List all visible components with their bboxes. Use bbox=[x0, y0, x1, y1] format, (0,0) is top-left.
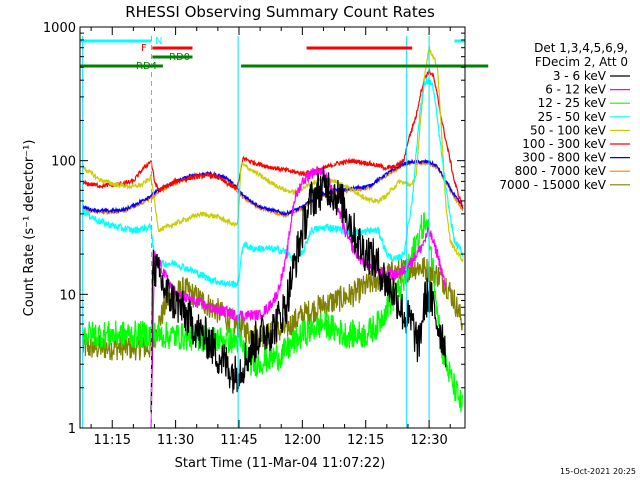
series-line-6-12-keV bbox=[150, 166, 447, 428]
legend-label: 25 - 50 keV bbox=[538, 110, 607, 124]
x-tick-label: 12:15 bbox=[347, 433, 384, 448]
x-tick-label: 12:30 bbox=[410, 433, 447, 448]
legend-label: 50 - 100 keV bbox=[530, 123, 607, 137]
x-tick-label: 11:15 bbox=[94, 433, 131, 448]
x-tick-label: 11:30 bbox=[157, 433, 194, 448]
plot-area bbox=[82, 45, 464, 428]
legend: Det 1,3,4,5,6,9,FDecim 2, Att 03 - 6 keV… bbox=[499, 41, 630, 192]
legend-label: 100 - 300 keV bbox=[522, 137, 606, 151]
y-tick-label: 1000 bbox=[43, 21, 76, 36]
flag-label-N: N bbox=[155, 36, 162, 47]
legend-label: 800 - 7000 keV bbox=[515, 164, 607, 178]
series-line-50-100-keV bbox=[82, 45, 464, 262]
timestamp: 15-Oct-2021 20:25 bbox=[560, 467, 636, 476]
flag-label-F: F bbox=[141, 43, 147, 54]
x-tick-label: 12:00 bbox=[284, 433, 321, 448]
flag-label-RD4: RD4 bbox=[136, 61, 157, 72]
plot-frame bbox=[79, 26, 466, 429]
series-line-3-6-keV bbox=[150, 167, 447, 413]
vertical-markers bbox=[82, 36, 430, 428]
y-tick-label: 100 bbox=[51, 155, 76, 170]
series-line-12-25-keV bbox=[82, 212, 464, 413]
series-line-300-800-keV bbox=[82, 158, 464, 216]
series-group bbox=[82, 45, 464, 428]
legend-label: 3 - 6 keV bbox=[553, 69, 607, 83]
axes: 11:15 11:30 11:45 12:00 12:15 12:30 1 10 100 1000 bbox=[43, 21, 466, 448]
y-axis-label: Count Rate (s⁻¹ detector⁻¹) bbox=[22, 140, 37, 317]
x-axis-label: Start Time (11-Mar-04 11:07:22) bbox=[175, 456, 386, 471]
x-tick-label: 11:45 bbox=[220, 433, 257, 448]
flag-label-RD0: RD0 bbox=[169, 52, 190, 63]
legend-label: 7000 - 15000 keV bbox=[499, 178, 606, 192]
y-tick-label: 1 bbox=[68, 422, 76, 437]
legend-header: FDecim 2, Att 0 bbox=[535, 55, 628, 69]
legend-label: 12 - 25 keV bbox=[538, 96, 607, 110]
legend-label: 300 - 800 keV bbox=[522, 151, 606, 165]
flag-bars: NF RD0 RD4 bbox=[80, 36, 489, 72]
y-tick-label: 10 bbox=[59, 288, 76, 303]
series-line-25-50-keV bbox=[82, 77, 464, 288]
legend-header: Det 1,3,4,5,6,9, bbox=[534, 41, 628, 55]
series-line-100-300-keV bbox=[82, 68, 464, 209]
legend-label: 6 - 12 keV bbox=[545, 83, 607, 97]
chart-title: RHESSI Observing Summary Count Rates bbox=[125, 3, 435, 21]
